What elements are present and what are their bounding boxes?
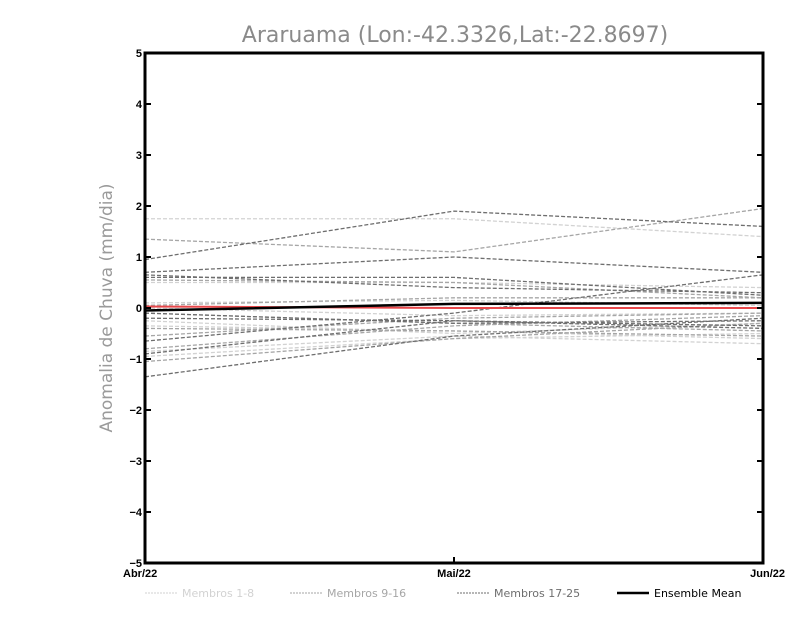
y-tick-label: −3 <box>129 456 142 468</box>
member-line-group3-9 <box>144 274 764 294</box>
member-line-group2-4 <box>144 315 764 350</box>
legend-label: Ensemble Mean <box>654 587 741 600</box>
legend-label: Membros 9-16 <box>327 587 406 600</box>
member-line-group3-8 <box>144 317 764 327</box>
member-line-group2-2 <box>144 279 764 299</box>
legend: Membros 1-8 Membros 9-16 Membros 17-25 Ense… <box>145 587 741 600</box>
member-line-group3-4 <box>144 317 764 378</box>
y-tick-label: 4 <box>136 99 143 111</box>
member-line-group3-3 <box>145 276 764 296</box>
y-tick-label: −1 <box>129 354 142 366</box>
member-line-group1-8 <box>144 307 764 317</box>
y-tick-label: 3 <box>136 150 142 162</box>
y-tick-label: 1 <box>136 252 142 264</box>
member-line-group2-3 <box>144 312 764 337</box>
member-line-group3-2 <box>144 256 764 273</box>
y-tick-label: 2 <box>136 201 142 213</box>
member-line-group2-5 <box>144 297 763 307</box>
x-tick-label: Jun/22 <box>750 568 785 580</box>
member-line-group1-3 <box>144 299 764 307</box>
series-lines <box>144 207 764 378</box>
x-tick-label: Abr/22 <box>123 568 157 580</box>
legend-label: Membros 1-8 <box>182 587 254 600</box>
member-line-group3-1 <box>144 210 764 261</box>
member-line-group3-5 <box>144 274 764 342</box>
member-line-group1-6 <box>144 320 764 335</box>
y-ticks: −5 −4 −3 −2 −1 0 1 2 3 4 5 <box>129 48 763 570</box>
member-line-group3-6 <box>144 320 764 355</box>
member-line-group2-8 <box>144 327 764 337</box>
x-ticks: Abr/22 Mai/22 Jun/22 <box>123 557 785 580</box>
y-tick-label: −4 <box>129 507 142 519</box>
reference-line <box>144 305 763 309</box>
legend-label: Membros 17-25 <box>494 587 580 600</box>
chart-title: Araruama (Lon:-42.3326,Lat:-22.8697) <box>242 23 668 48</box>
member-line-group2-7 <box>144 322 764 363</box>
y-tick-label: −2 <box>129 405 142 417</box>
member-line-group1-1 <box>145 218 764 238</box>
member-line-group3-7 <box>144 312 764 324</box>
member-line-group1-5 <box>144 335 764 352</box>
ensemble-mean-line <box>144 301 764 312</box>
x-tick-label: Mai/22 <box>437 568 471 580</box>
y-tick-label: 5 <box>136 48 142 60</box>
y-axis-label: Anomalia de Chuva (mm/dia) <box>97 183 117 432</box>
y-tick-label: 0 <box>136 303 142 315</box>
y-tick-label: −5 <box>129 558 142 570</box>
